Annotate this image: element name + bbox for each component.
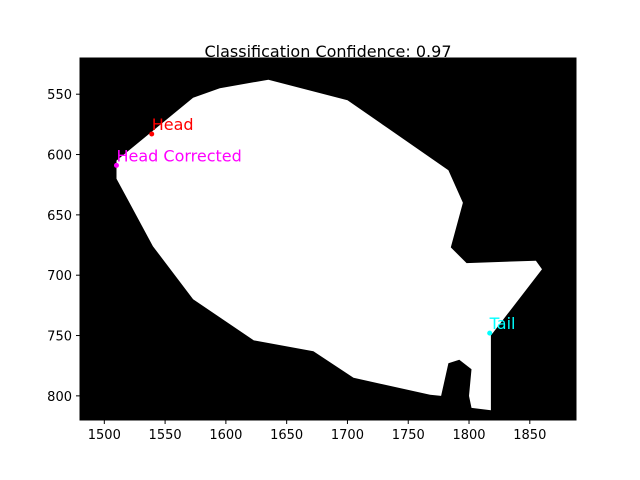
- head-corrected-point: [113, 162, 119, 168]
- tail-label: Tail: [489, 314, 516, 333]
- tail-point: [487, 330, 493, 336]
- y-tick-label: 650: [47, 209, 72, 224]
- x-tick-label: 1650: [270, 428, 303, 443]
- x-tick-label: 1500: [88, 428, 121, 443]
- point-markers: [113, 131, 493, 336]
- point-labels: Head Head Corrected Tail: [116, 115, 515, 333]
- head-point: [149, 131, 155, 137]
- head-corrected-label: Head Corrected: [116, 146, 241, 165]
- y-tick-label: 800: [47, 390, 72, 405]
- plot-frame: [79, 57, 577, 421]
- x-tick-label: 1800: [452, 428, 485, 443]
- chart-title: Classification Confidence: 0.97: [204, 42, 451, 61]
- x-tick-label: 1600: [209, 428, 242, 443]
- y-tick-label: 750: [47, 330, 72, 345]
- axis-ticks: 1500 1550 1600 1650 1700 1750 1800 1850 550 600 65…: [47, 88, 546, 443]
- x-tick-label: 1700: [331, 428, 364, 443]
- x-tick-label: 1750: [392, 428, 425, 443]
- plot-area: [79, 57, 577, 421]
- y-tick-label: 700: [47, 269, 72, 284]
- head-label: Head: [152, 115, 194, 134]
- segmentation-mask: [116, 79, 542, 411]
- x-tick-label: 1850: [513, 428, 546, 443]
- x-tick-label: 1550: [149, 428, 182, 443]
- y-tick-label: 550: [47, 88, 72, 103]
- y-tick-label: 600: [47, 149, 72, 164]
